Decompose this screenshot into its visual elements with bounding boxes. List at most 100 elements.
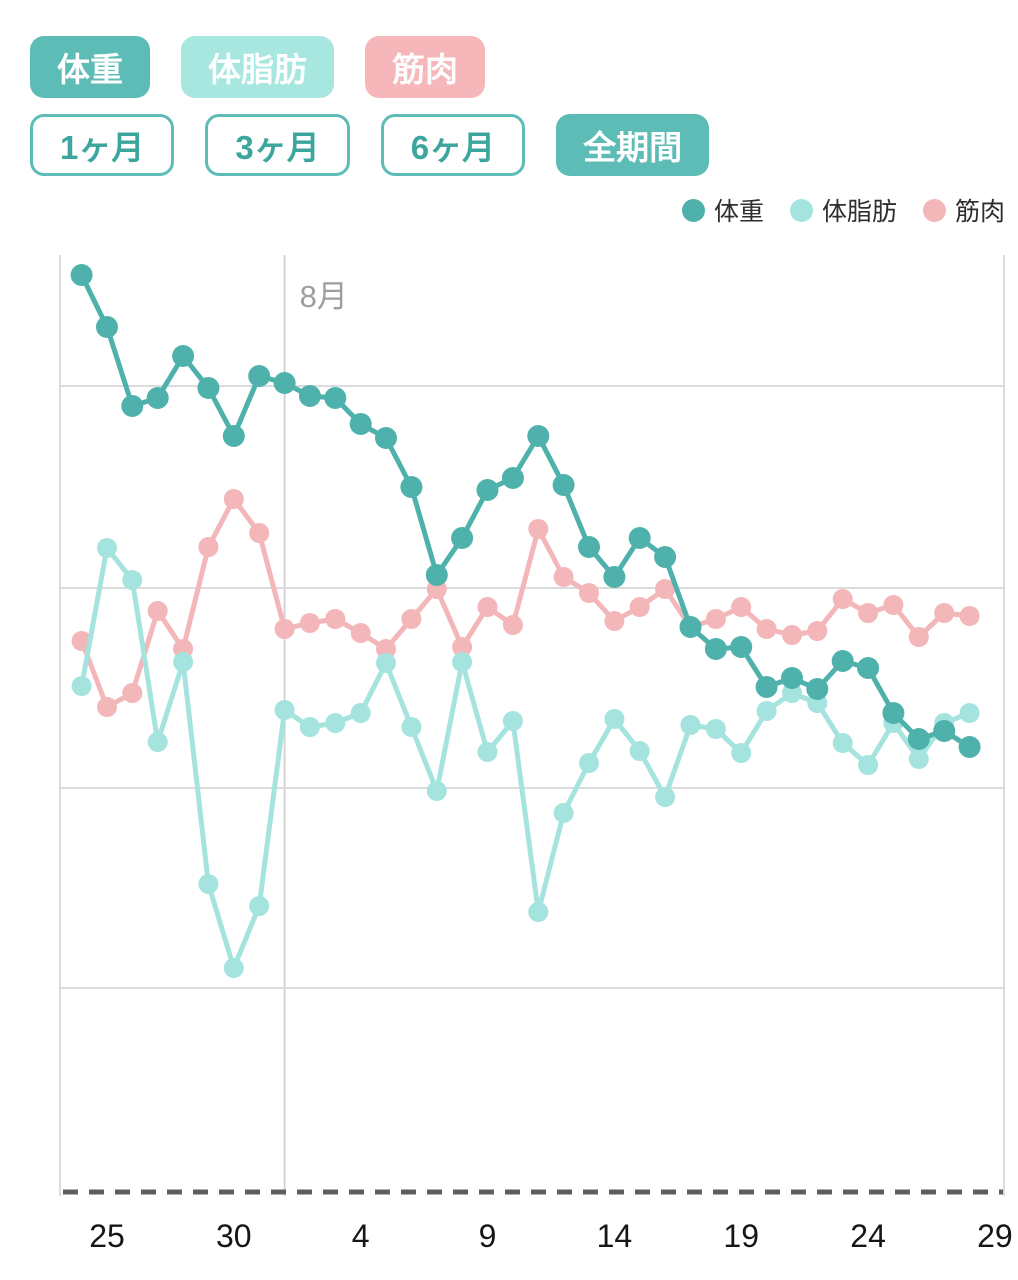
series-weight-point — [476, 479, 499, 501]
series-muscle-point — [959, 606, 980, 626]
gridlines — [59, 255, 1005, 1196]
series-muscle-point — [350, 623, 371, 643]
series-muscle-point — [934, 603, 955, 623]
series-weight-point — [527, 425, 550, 447]
series-muscle-point — [376, 639, 396, 659]
series-bodyfat-point — [553, 803, 574, 823]
series-muscle-point — [553, 567, 574, 587]
series-weight-point — [781, 667, 803, 689]
series-bodyfat-point — [908, 749, 929, 769]
series-weight-point — [298, 385, 321, 407]
chart-controls: 体重 体脂肪 筋肉 1ヶ月 3ヶ月 6ヶ月 全期間 — [30, 36, 710, 176]
series-weight-point — [857, 657, 880, 679]
legend-label-bodyfat: 体脂肪 — [821, 198, 897, 226]
series-bodyfat-point — [401, 717, 422, 737]
series-bodyfat-point — [376, 653, 396, 673]
series-bodyfat-point — [147, 732, 168, 752]
series-bodyfat-point — [832, 733, 853, 753]
x-axis-tick-label: 29 — [977, 1218, 1013, 1254]
x-axis-tick-label: 4 — [352, 1218, 370, 1254]
series-muscle-point — [858, 603, 879, 623]
series-bodyfat-point — [452, 652, 473, 672]
series-muscle-point — [477, 597, 498, 617]
series-muscle-point — [731, 597, 752, 617]
period-toggle-group: 1ヶ月 3ヶ月 6ヶ月 全期間 — [30, 114, 710, 176]
series-bodyfat[interactable] — [71, 538, 980, 978]
series-weight-point — [958, 736, 981, 758]
series-bodyfat-point — [959, 703, 980, 723]
series-weight-point — [324, 387, 347, 409]
series-bodyfat-point — [782, 683, 802, 703]
series-weight-point — [831, 650, 854, 672]
series-muscle-point — [705, 609, 726, 629]
series-weight-point — [501, 467, 524, 489]
series-bodyfat-point — [604, 709, 625, 729]
series-bodyfat-point — [198, 874, 219, 894]
series-bodyfat-point — [477, 742, 498, 762]
series-weight-point — [349, 413, 372, 435]
x-axis-tick-label: 24 — [850, 1218, 886, 1254]
series-weight-point — [628, 527, 651, 549]
series-weight-point — [70, 264, 93, 286]
month-label: 8月 — [300, 279, 348, 314]
series-weight-point — [679, 616, 702, 638]
series-muscle-point — [883, 595, 904, 615]
legend-item-weight: 体重 — [681, 192, 764, 228]
legend-item-muscle: 筋肉 — [922, 192, 1005, 228]
weight-color-dot-icon — [681, 198, 705, 222]
series-muscle-point — [97, 697, 117, 717]
period-button-3months[interactable]: 3ヶ月 — [205, 114, 350, 176]
series-weight-point — [704, 638, 727, 660]
x-axis-tick-label: 9 — [479, 1218, 497, 1254]
series-bodyfat-point — [173, 652, 194, 672]
series-muscle-point — [223, 489, 244, 509]
period-button-all[interactable]: 全期間 — [556, 114, 710, 176]
series-weight-line — [79, 272, 973, 750]
series-weight-point — [907, 728, 930, 750]
series-weight[interactable] — [70, 264, 981, 758]
series-muscle-point — [908, 627, 929, 647]
series-bodyfat-point — [299, 717, 320, 737]
series-weight-point — [172, 345, 195, 367]
series-weight-point — [146, 387, 169, 409]
series-bodyfat-point — [502, 711, 523, 731]
series-bodyfat-point — [731, 743, 752, 763]
metric-button-muscle[interactable]: 筋肉 — [365, 36, 485, 98]
bodyfat-color-dot-icon — [789, 198, 813, 222]
muscle-color-dot-icon — [922, 198, 946, 222]
period-button-1month[interactable]: 1ヶ月 — [30, 114, 175, 176]
series-muscle-point — [147, 601, 168, 621]
series-muscle-point — [274, 619, 295, 639]
series-weight-point — [375, 427, 397, 449]
series-weight-point — [552, 474, 575, 496]
x-axis-tick-label: 25 — [89, 1218, 125, 1254]
series-muscle-point — [629, 597, 650, 617]
series-bodyfat-point — [249, 896, 270, 916]
series-weight-point — [197, 377, 220, 399]
period-button-6months[interactable]: 6ヶ月 — [380, 114, 526, 176]
metric-button-bodyfat[interactable]: 体脂肪 — [181, 36, 334, 98]
series-weight-point — [933, 720, 956, 742]
series-muscle-point — [782, 625, 802, 645]
series-muscle-point — [198, 537, 219, 557]
series-muscle-point — [249, 523, 270, 543]
series-muscle-point — [604, 611, 625, 631]
series-bodyfat-point — [122, 570, 143, 590]
series-bodyfat-point — [680, 715, 701, 735]
series-muscle-point — [528, 519, 549, 539]
series-bodyfat-point — [223, 958, 244, 978]
series-bodyfat-point — [274, 700, 295, 720]
series-weight-point — [248, 365, 271, 387]
series-weight-point — [654, 546, 677, 568]
series-bodyfat-point — [655, 787, 676, 807]
series-muscle-point — [401, 609, 422, 629]
x-axis-labels: 25 30 4 9 14 19 24 29 — [89, 1218, 1012, 1254]
series-weight-point — [400, 476, 423, 498]
metric-button-weight[interactable]: 体重 — [30, 36, 150, 98]
series-muscle-point — [452, 637, 473, 657]
series-muscle[interactable] — [71, 489, 980, 717]
series-weight-point — [806, 678, 829, 700]
series-bodyfat-point — [858, 755, 879, 775]
series-muscle-point — [325, 609, 346, 629]
